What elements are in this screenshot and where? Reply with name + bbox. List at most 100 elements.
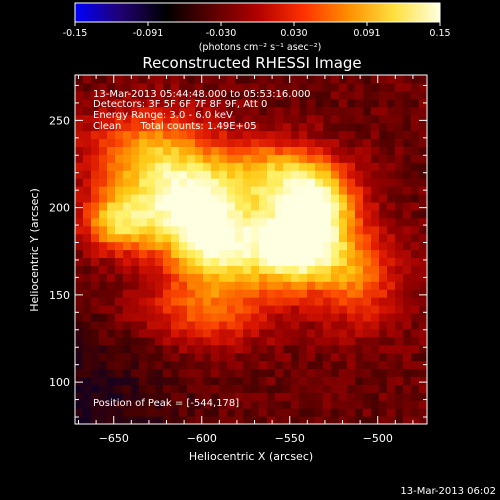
heatmap-pixel bbox=[419, 281, 428, 290]
heatmap-pixel bbox=[147, 193, 156, 203]
heatmap-pixel bbox=[403, 98, 412, 108]
heatmap-pixel bbox=[331, 233, 340, 243]
heatmap-pixel bbox=[379, 408, 388, 417]
heatmap-pixel bbox=[315, 138, 324, 147]
heatmap-pixel bbox=[187, 130, 196, 140]
heatmap-pixel bbox=[179, 249, 188, 259]
heatmap-pixel bbox=[179, 344, 188, 354]
heatmap-pixel bbox=[363, 360, 372, 370]
heatmap-pixel bbox=[379, 376, 388, 385]
heatmap-pixel bbox=[323, 392, 332, 401]
heatmap-pixel bbox=[347, 376, 356, 385]
heatmap-pixel bbox=[299, 154, 308, 163]
heatmap-pixel bbox=[179, 352, 188, 362]
heatmap-pixel bbox=[387, 265, 396, 274]
heatmap-pixel bbox=[323, 130, 332, 140]
heatmap-pixel bbox=[219, 82, 228, 92]
heatmap-pixel bbox=[291, 146, 300, 155]
heatmap-pixel bbox=[275, 225, 284, 235]
heatmap-pixel bbox=[107, 170, 116, 179]
x-tick-label: −650 bbox=[99, 432, 129, 445]
heatmap-pixel bbox=[91, 154, 100, 163]
heatmap-pixel bbox=[203, 233, 212, 243]
heatmap-pixel bbox=[403, 170, 412, 179]
heatmap-pixel bbox=[147, 154, 156, 163]
heatmap-pixel bbox=[235, 289, 244, 298]
heatmap-pixel bbox=[291, 376, 300, 385]
heatmap-pixel bbox=[211, 138, 220, 147]
heatmap-pixel bbox=[155, 201, 164, 211]
heatmap-pixel bbox=[307, 408, 316, 417]
heatmap-pixel bbox=[259, 217, 268, 227]
heatmap-pixel bbox=[155, 257, 164, 266]
heatmap-pixel bbox=[147, 209, 156, 219]
heatmap-pixel bbox=[259, 305, 268, 314]
heatmap-pixel bbox=[371, 416, 380, 425]
heatmap-pixel bbox=[203, 106, 212, 116]
heatmap-pixel bbox=[355, 320, 364, 330]
heatmap-pixel bbox=[123, 209, 132, 219]
heatmap-pixel bbox=[163, 352, 172, 362]
heatmap-pixel bbox=[147, 352, 156, 362]
heatmap-pixel bbox=[419, 178, 428, 187]
heatmap-pixel bbox=[83, 225, 92, 235]
heatmap-pixel bbox=[211, 289, 220, 298]
heatmap-pixel bbox=[355, 114, 364, 124]
heatmap-pixel bbox=[131, 392, 140, 401]
heatmap-pixel bbox=[347, 75, 356, 84]
heatmap-pixel bbox=[75, 273, 84, 282]
heatmap-pixel bbox=[299, 400, 308, 409]
heatmap-pixel bbox=[387, 217, 396, 227]
heatmap-pixel bbox=[115, 328, 124, 338]
heatmap-pixel bbox=[131, 170, 140, 179]
heatmap-pixel bbox=[139, 82, 148, 92]
heatmap-pixel bbox=[91, 249, 100, 259]
heatmap-pixel bbox=[395, 178, 404, 187]
heatmap-pixel bbox=[219, 122, 228, 132]
heatmap-pixel bbox=[211, 170, 220, 179]
heatmap-pixel bbox=[267, 90, 276, 100]
heatmap-pixel bbox=[235, 106, 244, 116]
heatmap-pixel bbox=[107, 320, 116, 330]
heatmap-pixel bbox=[371, 376, 380, 385]
heatmap-pixel bbox=[379, 90, 388, 100]
heatmap-pixel bbox=[339, 336, 348, 346]
heatmap-pixel bbox=[251, 352, 260, 362]
heatmap-pixel bbox=[99, 201, 108, 211]
heatmap-pixel bbox=[123, 384, 132, 393]
heatmap-pixel bbox=[331, 384, 340, 393]
heatmap-pixel bbox=[283, 328, 292, 338]
heatmap-pixel bbox=[115, 98, 124, 108]
heatmap-pixel bbox=[283, 344, 292, 354]
heatmap-pixel bbox=[139, 281, 148, 290]
heatmap-pixel bbox=[395, 297, 404, 306]
heatmap-pixel bbox=[275, 360, 284, 370]
heatmap-pixel bbox=[339, 305, 348, 314]
heatmap-pixel bbox=[171, 193, 180, 203]
heatmap-pixel bbox=[195, 392, 204, 401]
heatmap-pixel bbox=[99, 336, 108, 346]
heatmap-pixel bbox=[115, 305, 124, 314]
heatmap-pixel bbox=[99, 122, 108, 132]
heatmap-pixel bbox=[371, 352, 380, 362]
heatmap-pixel bbox=[283, 384, 292, 393]
heatmap-pixel bbox=[235, 90, 244, 100]
heatmap-pixel bbox=[323, 154, 332, 163]
heatmap-pixel bbox=[323, 249, 332, 259]
heatmap-pixel bbox=[91, 130, 100, 140]
heatmap-pixel bbox=[259, 257, 268, 266]
heatmap-pixel bbox=[179, 320, 188, 330]
heatmap-pixel bbox=[307, 312, 316, 322]
heatmap-pixel bbox=[75, 193, 84, 203]
heatmap-pixel bbox=[139, 265, 148, 274]
heatmap-pixel bbox=[355, 297, 364, 306]
heatmap-pixel bbox=[339, 416, 348, 425]
heatmap-pixel bbox=[203, 241, 212, 251]
heatmap-pixel bbox=[115, 392, 124, 401]
heatmap-pixel bbox=[403, 265, 412, 274]
heatmap-pixel bbox=[411, 186, 420, 195]
heatmap-pixel bbox=[131, 90, 140, 100]
heatmap-pixel bbox=[203, 408, 212, 417]
heatmap-pixel bbox=[99, 360, 108, 370]
heatmap-pixel bbox=[355, 400, 364, 409]
